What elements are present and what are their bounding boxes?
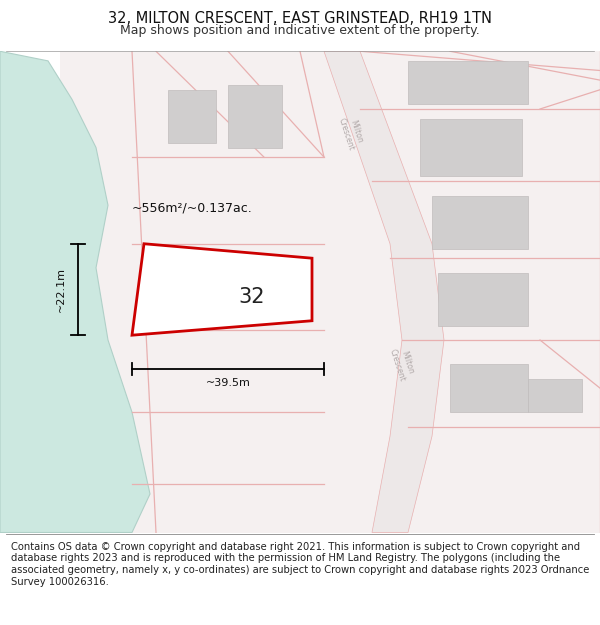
Bar — [438, 272, 528, 326]
Text: Milton
Crescent: Milton Crescent — [388, 345, 416, 383]
Bar — [528, 379, 582, 412]
Bar — [420, 119, 522, 176]
Polygon shape — [60, 51, 600, 532]
Text: ~22.1m: ~22.1m — [56, 267, 66, 312]
Text: Contains OS data © Crown copyright and database right 2021. This information is : Contains OS data © Crown copyright and d… — [11, 542, 589, 586]
Polygon shape — [324, 51, 444, 532]
Bar — [432, 196, 528, 249]
Polygon shape — [132, 244, 312, 335]
Bar — [228, 85, 282, 148]
Bar — [168, 90, 216, 142]
Text: ~39.5m: ~39.5m — [206, 379, 250, 389]
Text: 32, MILTON CRESCENT, EAST GRINSTEAD, RH19 1TN: 32, MILTON CRESCENT, EAST GRINSTEAD, RH1… — [108, 11, 492, 26]
Text: Milton
Crescent: Milton Crescent — [337, 114, 365, 152]
Text: Map shows position and indicative extent of the property.: Map shows position and indicative extent… — [120, 24, 480, 37]
Text: 32: 32 — [239, 287, 265, 307]
Text: ~556m²/~0.137ac.: ~556m²/~0.137ac. — [132, 202, 253, 215]
Bar — [450, 364, 528, 413]
Bar — [408, 61, 528, 104]
Polygon shape — [0, 51, 150, 532]
